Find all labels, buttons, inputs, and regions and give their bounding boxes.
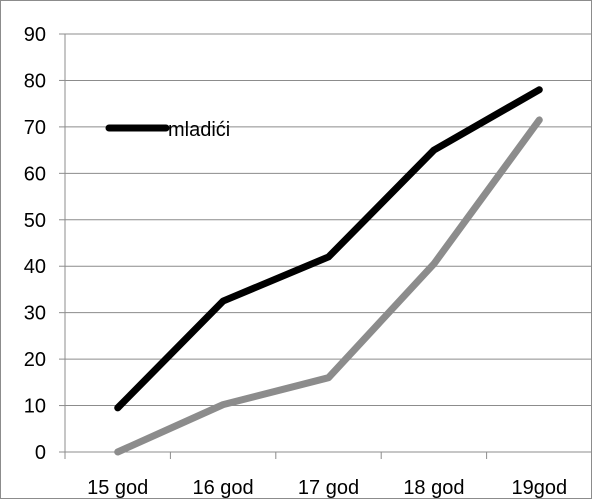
axes <box>59 33 592 459</box>
legend: mladići <box>105 119 230 141</box>
series-line-mladici <box>114 86 543 412</box>
y-tick-label: 20 <box>24 349 46 371</box>
y-tick-label: 60 <box>24 163 46 185</box>
gridlines <box>65 33 592 407</box>
y-tick-label: 30 <box>24 303 46 325</box>
y-tick-labels: 0 10 20 30 40 50 60 70 80 90 <box>24 24 46 464</box>
y-tick-label: 70 <box>24 117 46 139</box>
x-tick-label: 16 god <box>193 477 254 499</box>
x-tick-label: 17 god <box>298 477 359 499</box>
series-lines <box>114 86 543 456</box>
y-tick-label: 10 <box>24 396 46 418</box>
x-tick-label: 18 god <box>403 477 464 499</box>
legend-label: mladići <box>168 119 230 141</box>
x-tick-label: 15 god <box>87 477 148 499</box>
y-tick-label: 50 <box>24 210 46 232</box>
y-tick-label: 40 <box>24 256 46 278</box>
y-tick-label: 0 <box>35 442 46 464</box>
y-tick-label: 90 <box>24 24 46 46</box>
y-tick-label: 80 <box>24 70 46 92</box>
series-line-2 <box>114 116 543 456</box>
x-tick-labels: 15 god 16 god 17 god 18 god 19god <box>87 477 567 499</box>
x-tick-label: 19god <box>511 477 567 499</box>
